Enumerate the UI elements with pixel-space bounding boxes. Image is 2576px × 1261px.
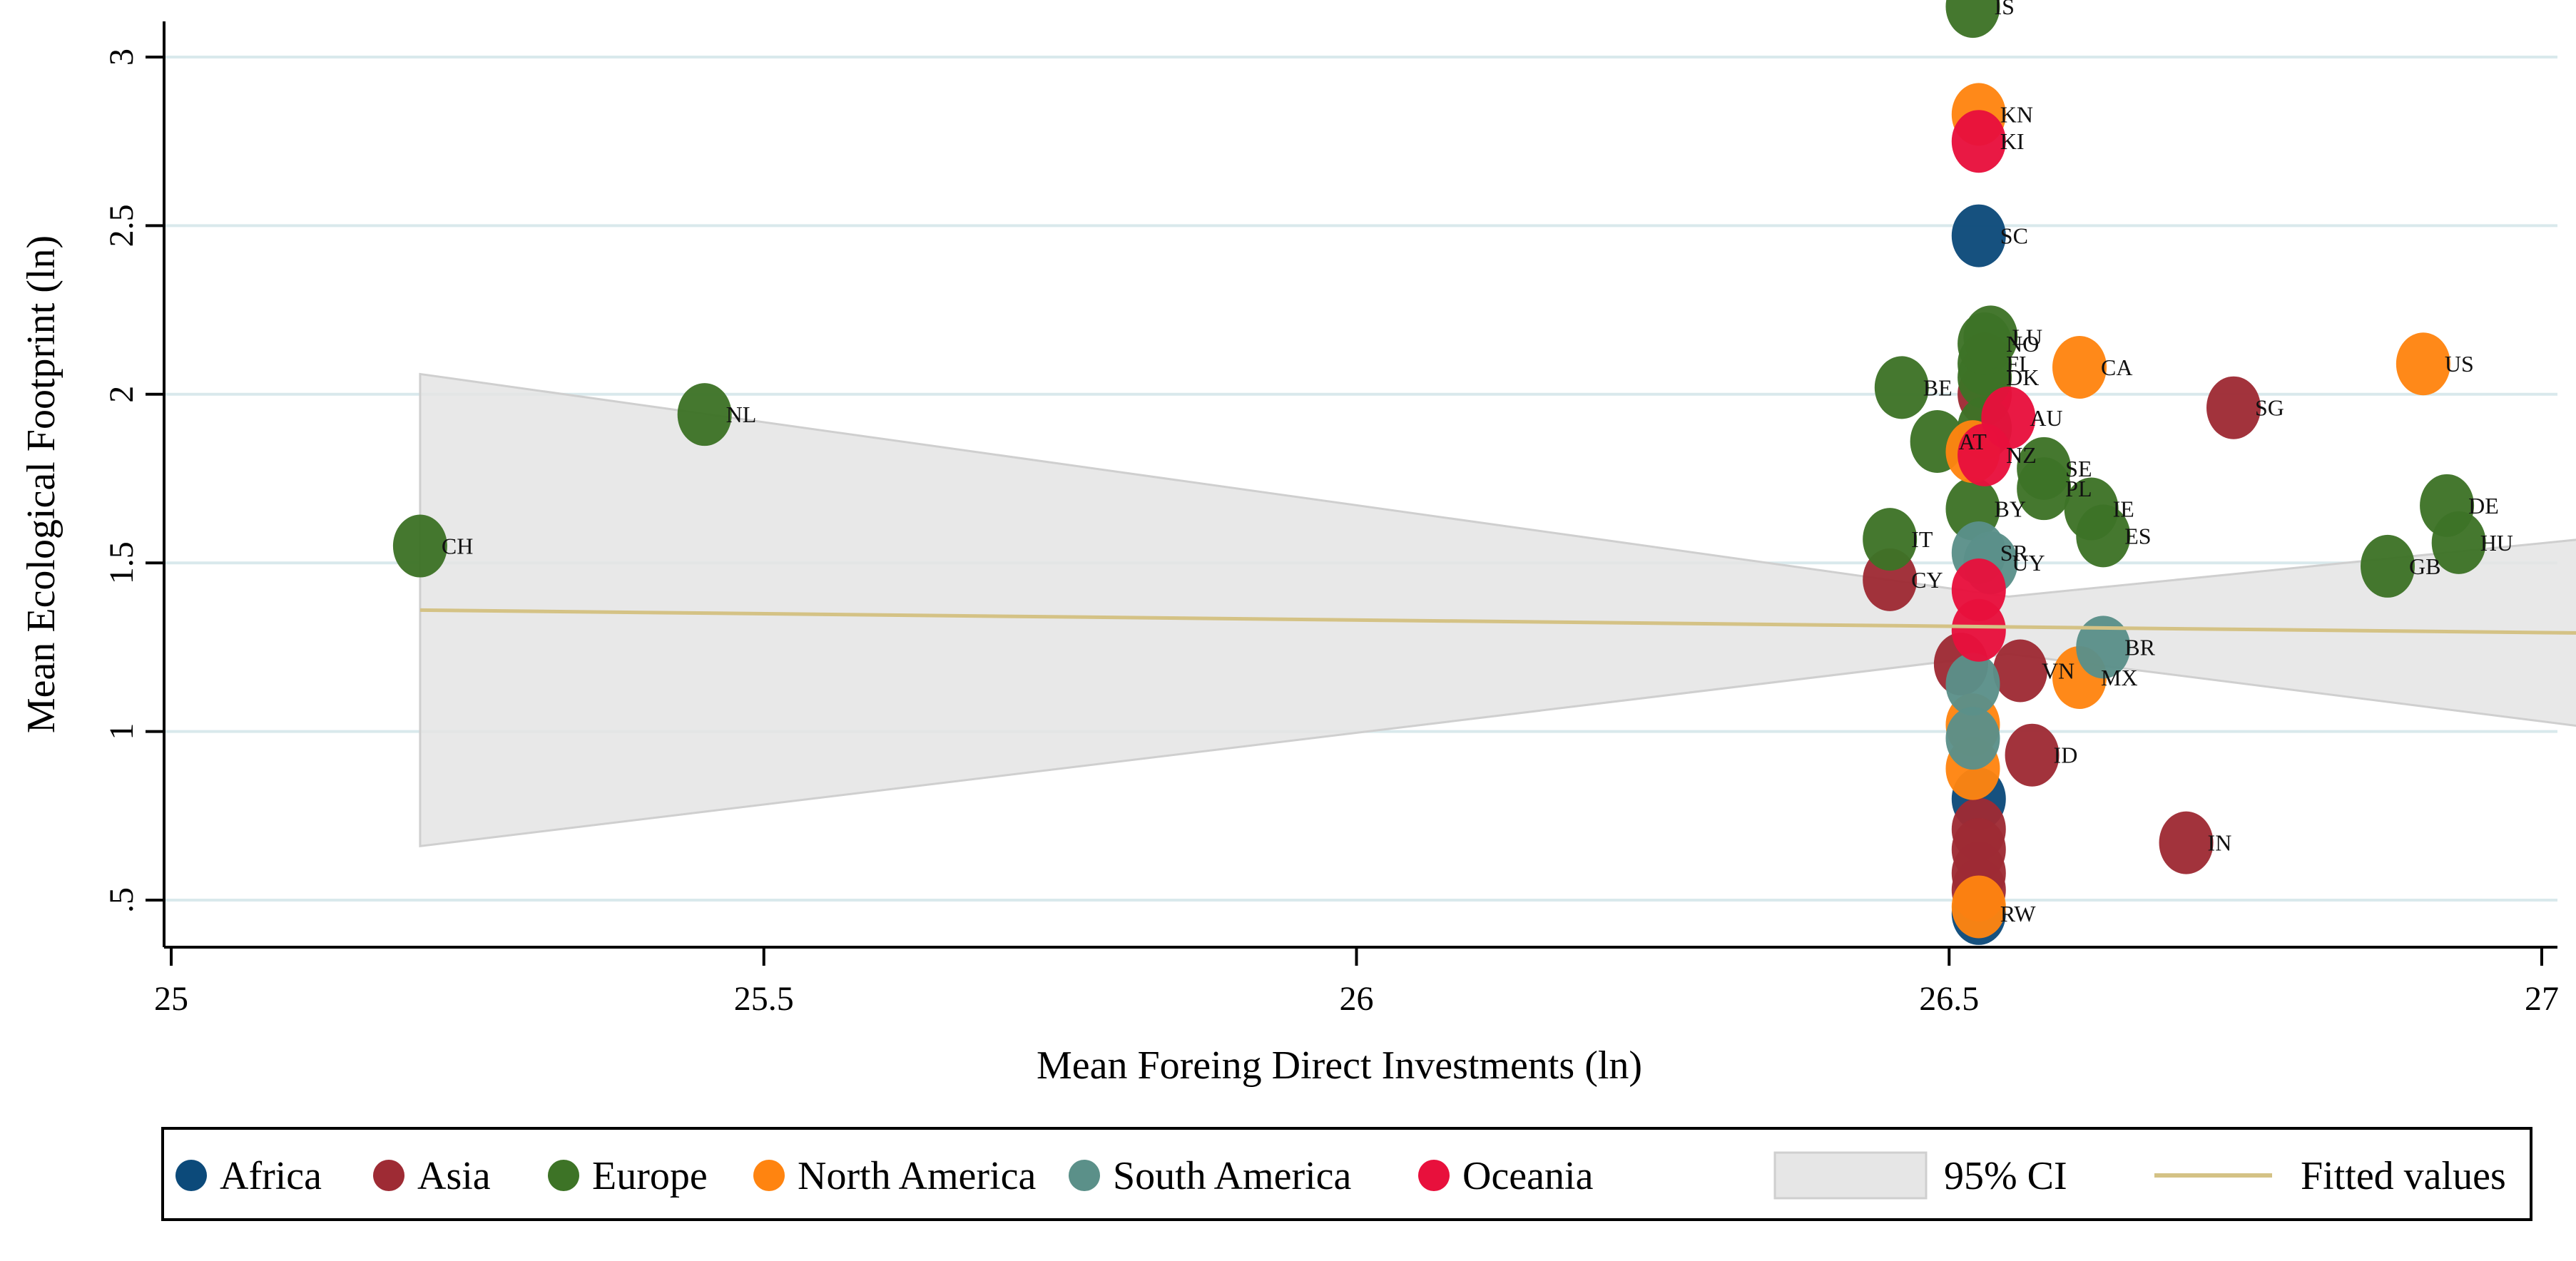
point-label-rw: RW [2000,901,2037,926]
x-tick-label-1: 25.5 [734,980,794,1018]
point-label-fi: FI [2006,351,2026,377]
legend-marker-asia [373,1160,404,1191]
point-label-ca: CA [2101,354,2132,380]
point-label-no: NO [2006,331,2039,357]
point-north-america-6 [1951,875,2006,939]
point-label-id: ID [2054,742,2078,768]
point-label-at: AT [1959,429,1987,454]
point-label-ki: KI [2000,128,2025,154]
legend-marker-europe [548,1160,579,1191]
point-label-in: IN [2208,830,2232,856]
legend-marker-south-america [1069,1160,1100,1191]
legend-label-95-ci: 95% CI [1944,1154,2067,1198]
point-label-sg: SG [2255,395,2284,421]
point-label-sc: SC [2000,223,2028,249]
legend-label-south-america: South America [1113,1154,1352,1198]
point-label-dk: DK [2006,364,2039,390]
point-label-nz: NZ [2006,442,2037,468]
point-label-be: BE [1923,374,1953,400]
point-europe-gb [2361,534,2415,598]
y-tick-label-3: 2 [103,386,141,403]
point-label-se: SE [2065,456,2092,481]
y-tick-label-5: 3 [103,48,141,66]
point-asia-in [2159,811,2214,874]
point-europe-ch [392,514,447,578]
point-asia-sg [2206,376,2261,439]
point-asia-vn [1992,639,2047,703]
axes: 25 25.5 26 26.5 27 .5 1 1.5 2 2.5 3 [103,21,2559,1018]
legend-marker-north-america [753,1160,785,1191]
y-tick-label-0: .5 [103,887,141,913]
point-label-mx: MX [2101,665,2138,690]
point-label-vn: VN [2042,658,2074,683]
legend-marker-oceania [1418,1160,1450,1191]
y-tick-label-2: 1.5 [103,541,141,584]
legend-label-fitted-values: Fitted values [2301,1154,2506,1198]
point-north-america-us [2396,332,2450,396]
point-europe-pl [2017,457,2072,521]
point-label-nl: NL [726,402,757,427]
point-europe-lu [1963,305,2018,369]
legend-label-asia: Asia [417,1154,491,1198]
ci-band-area [419,372,2576,848]
point-europe-hu [2431,511,2486,574]
y-tick-label-4: 2.5 [103,204,141,247]
legend-label-oceania: Oceania [1462,1154,1594,1198]
fitted-line [419,608,2576,635]
point-label-is: IS [1994,0,2014,19]
point-africa-sc [1951,204,2006,267]
point-label-cy: CY [1911,567,1943,593]
legend-label-europe: Europe [592,1154,708,1198]
legend-marker-95-ci [1773,1151,1928,1200]
legend-label-africa: Africa [220,1154,322,1198]
fitted-values-line [419,608,2576,635]
point-label-br: BR [2124,634,2155,660]
point-label-us: US [2445,351,2474,377]
x-tick-label-4: 27 [2525,980,2559,1018]
point-north-america-ca [2052,335,2107,399]
point-label-ie: IE [2113,496,2134,522]
point-label-sr: SR [2000,540,2029,566]
y-axis-title: Mean Ecological Footprint (ln) [19,235,63,733]
point-oceania-ki [1951,110,2006,173]
y-tick-label-1: 1 [103,723,141,740]
point-label-au: AU [2030,405,2062,431]
point-label-it: IT [1911,526,1933,552]
point-asia-id [2005,723,2060,787]
point-south-america-br [2076,616,2131,679]
point-europe-be [1874,356,1929,419]
point-label-uy: UY [2012,550,2045,576]
point-label-de: DE [2468,493,2499,519]
point-label-lu: LU [2012,324,2042,349]
data-points: SCRWSGCNINCYIDVNISNLCHBEATITDEHUGBIEESSE… [392,0,2513,945]
point-europe-is [1945,0,2000,39]
point-europe-nl [677,383,732,446]
x-tick-label-3: 26.5 [1919,980,1979,1018]
point-label-ch: CH [442,534,473,559]
legend-marker-africa [175,1160,207,1191]
point-south-america-4 [1945,707,2000,770]
legend-box [161,1127,2532,1221]
point-label-kn: KN [2000,101,2033,127]
legend: Africa Asia Europe North America South Ameri… [161,1127,2532,1221]
legend-label-north-america: North America [798,1154,1036,1198]
point-europe-es [2076,504,2131,568]
x-axis-title: Mean Foreing Direct Investments (ln) [1037,1043,1642,1088]
point-label-hu: HU [2480,530,2513,556]
point-oceania-nz [1958,423,2012,486]
point-oceania-4 [1951,598,2006,662]
point-south-america-3 [1945,653,2000,716]
confidence-band [419,372,2576,848]
x-tick-label-2: 26 [1340,980,1374,1018]
point-europe-it [1863,508,1918,571]
point-label-pl: PL [2065,476,2092,501]
point-label-by: BY [1994,496,2025,522]
point-label-es: ES [2124,523,2151,548]
point-label-gb: GB [2409,553,2440,579]
x-tick-label-0: 25 [154,980,188,1018]
